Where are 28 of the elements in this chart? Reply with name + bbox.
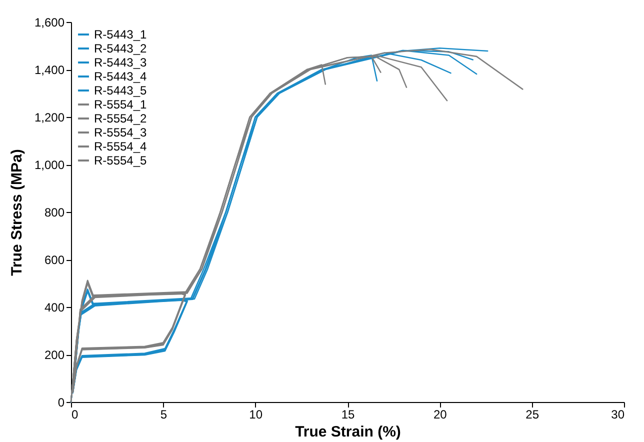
x-tick-label: 5 <box>160 408 168 422</box>
legend-label: R-5554_2 <box>94 112 148 126</box>
y-tick-label: 600 <box>44 253 65 267</box>
x-tick-label: 30 <box>611 408 625 422</box>
legend-label: R-5443_3 <box>94 56 148 70</box>
y-tick-label: 0 <box>58 396 65 410</box>
y-tick-label: 1,000 <box>34 158 65 172</box>
y-tick-label: 800 <box>44 206 65 220</box>
y-axis-title: True Stress (MPa) <box>8 149 26 276</box>
legend-label: R-5554_4 <box>94 140 148 154</box>
x-tick-label: 0 <box>72 408 78 422</box>
x-tick-label: 10 <box>249 408 263 422</box>
y-tick-label: 200 <box>44 348 65 362</box>
x-tick-label: 25 <box>526 408 540 422</box>
x-axis-title: True Strain (%) <box>295 424 401 440</box>
legend-label: R-5443_2 <box>94 42 148 56</box>
legend-label: R-5443_4 <box>94 70 148 84</box>
x-tick-label: 20 <box>433 408 448 422</box>
y-tick-label: 1,600 <box>34 16 65 30</box>
legend-label: R-5443_5 <box>94 84 148 98</box>
y-tick-label: 1,200 <box>34 110 65 124</box>
y-tick-label: 400 <box>44 300 65 314</box>
legend-label: R-5554_1 <box>94 98 148 112</box>
x-tick-label: 15 <box>341 408 355 422</box>
legend-label: R-5554_3 <box>94 126 148 140</box>
legend-label: R-5443_1 <box>94 28 148 42</box>
legend-label: R-5554_5 <box>94 154 148 168</box>
y-tick-label: 1,400 <box>34 63 65 77</box>
